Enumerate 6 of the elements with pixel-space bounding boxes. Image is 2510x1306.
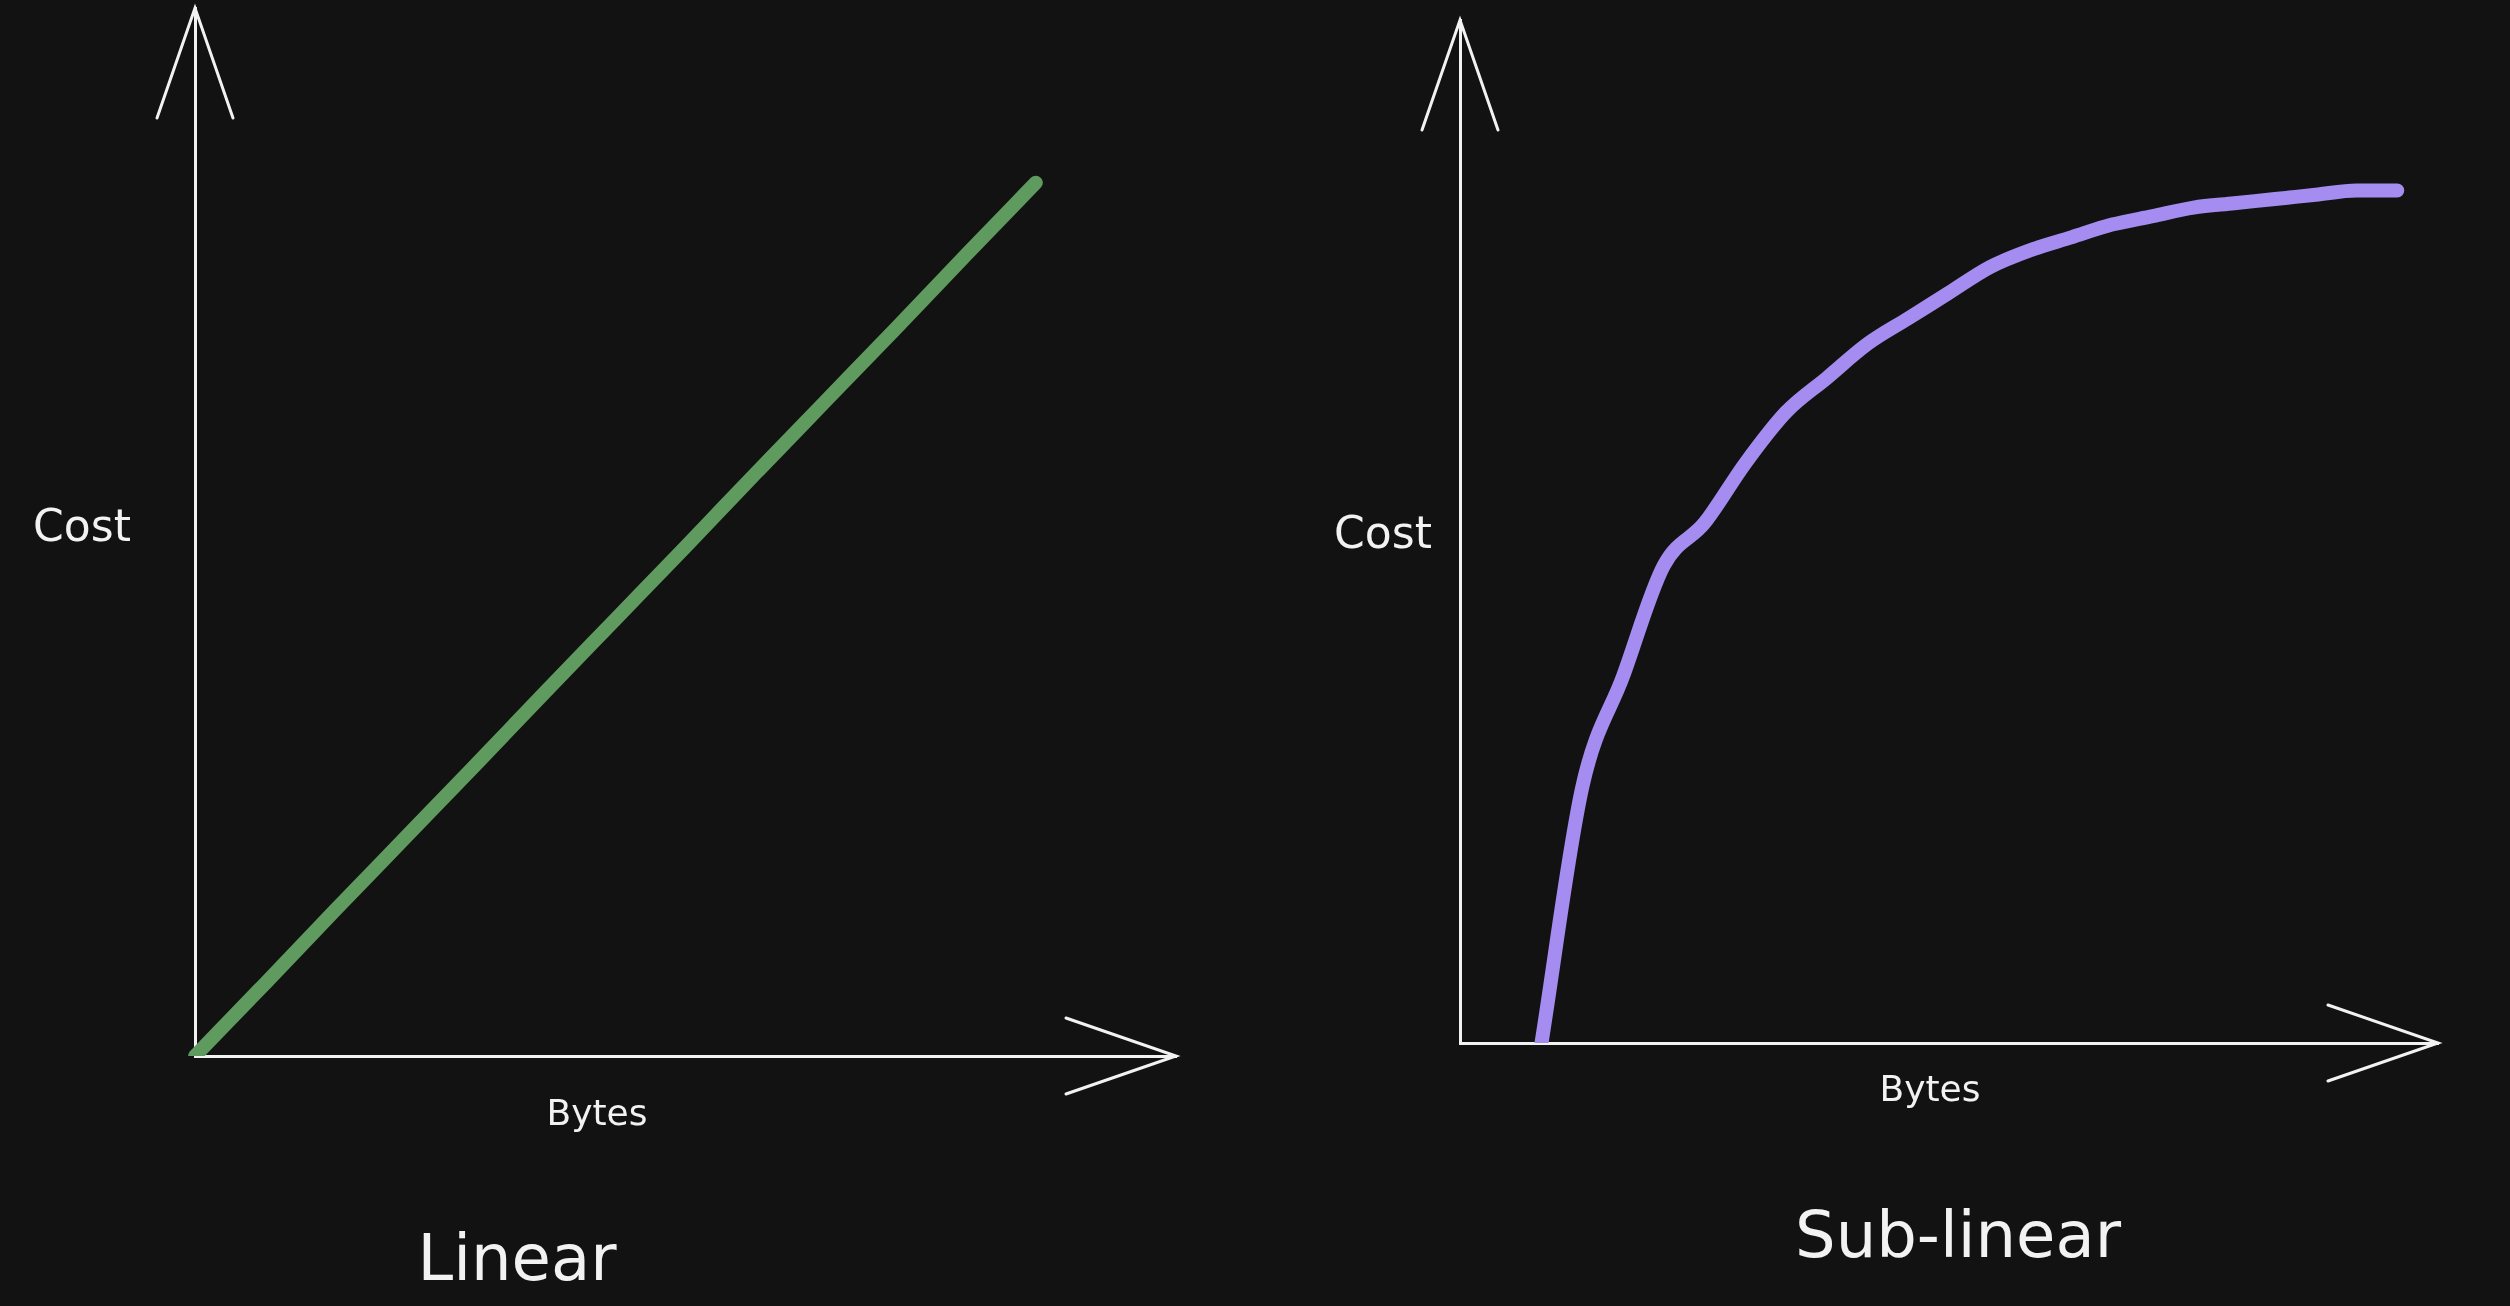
text: Linear (417, 1221, 617, 1295)
y-axis-title: Cost (1334, 506, 1432, 558)
y-axis-title: Cost (33, 499, 131, 551)
x-axis-title: Bytes (546, 1091, 648, 1133)
text: Sub-linear (1795, 1198, 2121, 1272)
x-axis-title: Bytes (1879, 1067, 1981, 1109)
